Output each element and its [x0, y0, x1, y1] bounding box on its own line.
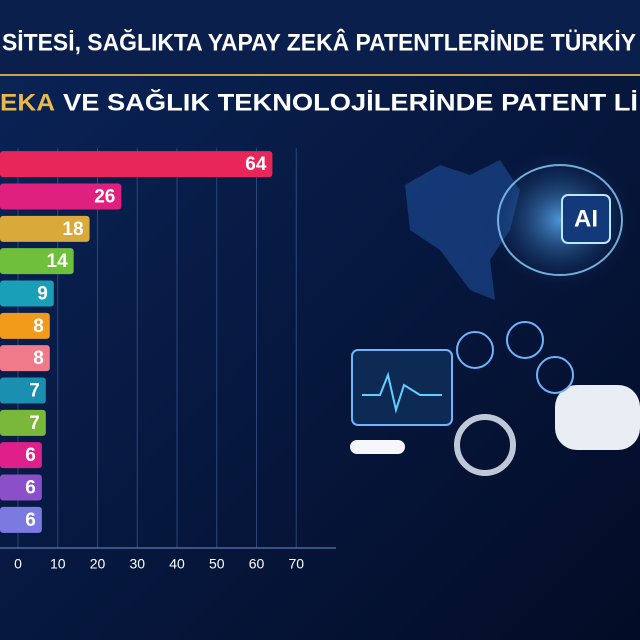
plot: 0 10 20 30 40 50 60 70 64 26 18 14 9 8 8 7 7 6 6 6 — [0, 148, 336, 572]
x-tick-label: 0 — [14, 556, 22, 572]
stethoscope — [454, 414, 516, 476]
x-tick-label: 50 — [209, 556, 225, 572]
subtitle-highlight: EKA — [0, 89, 55, 116]
value-label: 9 — [37, 284, 48, 305]
bar — [0, 474, 42, 501]
x-tick-label: 10 — [50, 556, 66, 572]
brain-outline — [497, 164, 623, 276]
title-band — [0, 0, 640, 75]
value-label: 6 — [25, 478, 36, 499]
x-tick-label: 60 — [249, 556, 265, 572]
bar — [0, 345, 50, 372]
x-tick-label: 70 — [288, 556, 304, 572]
value-label: 6 — [25, 510, 36, 531]
bar — [0, 312, 50, 339]
value-label: 8 — [33, 348, 44, 369]
pill — [350, 440, 405, 454]
subtitle: VE SAĞLIK TEKNOLOJİLERİNDE PATENT Lİ — [63, 88, 638, 116]
value-label: 7 — [29, 413, 40, 434]
value-label: 26 — [94, 187, 115, 208]
bar — [0, 151, 273, 178]
heartbeat — [362, 371, 442, 414]
tablet — [351, 349, 453, 426]
x-tick-label: 40 — [169, 556, 185, 572]
value-label: 8 — [33, 316, 44, 337]
bar — [0, 506, 42, 533]
x-tick-label: 20 — [90, 556, 106, 572]
x-tick-label: 30 — [129, 556, 145, 572]
ai-chip — [561, 194, 611, 244]
icon-circle — [456, 331, 494, 369]
bar — [0, 215, 90, 242]
value-label: 6 — [25, 445, 36, 466]
icon-circle — [506, 321, 544, 359]
bar — [0, 377, 46, 404]
title: SİTESİ, SAĞLIKTA YAPAY ZEKÂ PATENTLERİND… — [2, 28, 636, 56]
ai-label: AI — [574, 205, 598, 232]
value-label: 7 — [29, 381, 40, 402]
value-label: 14 — [47, 251, 69, 272]
value-label: 18 — [62, 219, 83, 240]
bar — [0, 183, 122, 210]
icon-circle — [536, 356, 574, 394]
bar — [0, 442, 42, 469]
bar — [0, 280, 54, 307]
bar — [0, 248, 74, 275]
illustration: AI — [350, 150, 640, 476]
bar — [0, 409, 46, 436]
brain-glow — [485, 150, 635, 290]
vr-headset — [555, 385, 640, 450]
value-label: 64 — [245, 154, 267, 175]
